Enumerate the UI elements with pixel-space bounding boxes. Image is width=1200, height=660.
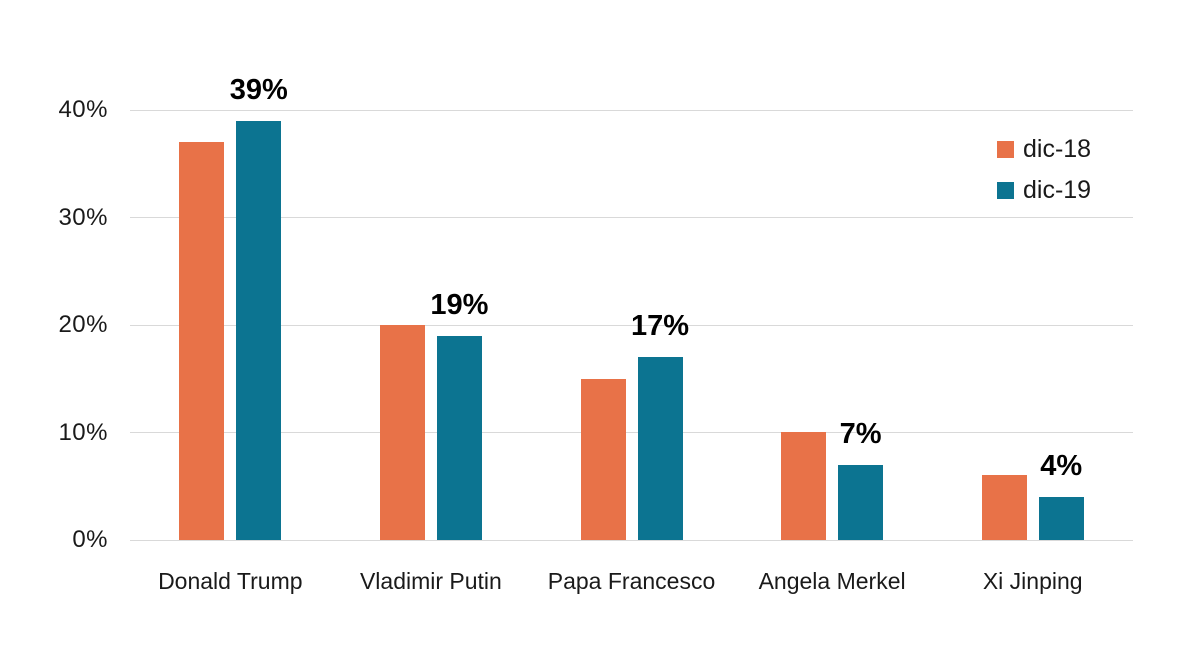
gridline: [130, 109, 1133, 111]
legend-item-dic-18: dic-18: [997, 136, 1091, 163]
y-axis-tick-label: 40%: [58, 96, 108, 123]
gridline: [130, 539, 1133, 541]
y-axis-tick-label: 10%: [58, 418, 108, 446]
bar-dic-19-papa-francesco: [637, 357, 683, 540]
bar-dic-18-vladimir-putin: [379, 325, 425, 540]
y-axis-tick-label: 20%: [58, 311, 108, 338]
legend-swatch-icon: [997, 182, 1014, 199]
legend: dic-18 dic-19: [997, 136, 1091, 204]
bar-dic-19-vladimir-putin: [436, 336, 482, 540]
bar-dic-19-donald-trump: [236, 121, 282, 540]
data-label: 7%: [839, 418, 882, 450]
bar-dic-18-xi-jinping: [981, 475, 1027, 540]
data-label: 4%: [1040, 450, 1083, 482]
legend-label: dic-19: [1023, 176, 1092, 204]
data-label: 19%: [430, 289, 489, 321]
data-label: 17%: [630, 310, 690, 342]
category-label: Xi Jinping: [982, 568, 1083, 594]
category-label: Vladimir Putin: [359, 568, 502, 594]
legend-swatch-icon: [997, 141, 1014, 158]
y-axis-tick-label: 30%: [58, 203, 108, 231]
gridline: [130, 217, 1133, 218]
gridline: [130, 432, 1133, 433]
legend-label: dic-18: [1023, 135, 1092, 163]
data-label: 39%: [229, 74, 288, 106]
gridline: [130, 324, 1133, 326]
legend-item-dic-19: dic-19: [997, 177, 1091, 204]
category-label: Donald Trump: [158, 568, 303, 594]
category-label: Angela Merkel: [758, 568, 906, 594]
bar-dic-19-angela-merkel: [838, 465, 884, 540]
bar-dic-19-xi-jinping: [1038, 497, 1084, 540]
bar-dic-18-papa-francesco: [580, 379, 626, 540]
bar-dic-18-angela-merkel: [781, 432, 827, 540]
category-label: Papa Francesco: [547, 568, 716, 594]
y-axis-tick-label: 0%: [72, 526, 108, 553]
bar-dic-18-donald-trump: [179, 142, 225, 540]
